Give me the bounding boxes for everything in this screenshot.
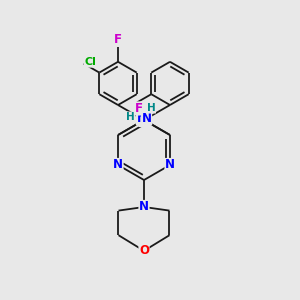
Text: N: N — [136, 112, 146, 125]
Text: F: F — [114, 33, 122, 46]
Text: H: H — [147, 103, 155, 113]
Text: N: N — [139, 200, 149, 214]
Text: H: H — [126, 112, 134, 122]
Text: O: O — [139, 244, 149, 257]
Text: Cl: Cl — [84, 57, 96, 67]
Text: F: F — [134, 102, 142, 115]
Text: N: N — [113, 158, 123, 172]
Text: N: N — [139, 113, 149, 127]
Text: N: N — [142, 112, 152, 125]
Text: N: N — [165, 158, 175, 172]
